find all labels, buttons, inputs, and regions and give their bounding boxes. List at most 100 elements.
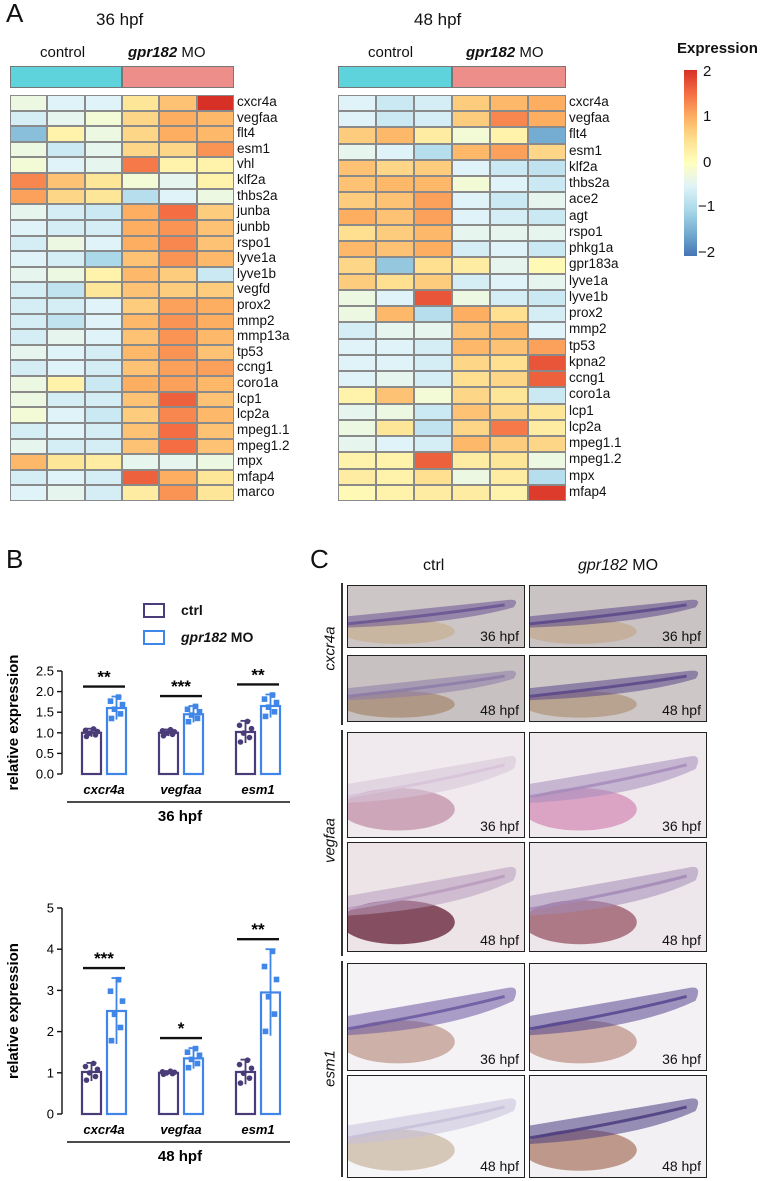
heatmap-cell xyxy=(414,387,452,404)
heatmap-cell xyxy=(376,419,414,437)
heatmap-cell xyxy=(376,257,414,274)
data-point xyxy=(83,1077,90,1083)
embryo-illustration xyxy=(530,599,699,644)
heatmap-cell xyxy=(47,407,85,423)
embryo-vessel xyxy=(530,674,687,698)
heatmap-cell xyxy=(528,143,566,160)
category-label: vegfaa xyxy=(160,782,201,797)
heatmap-cell xyxy=(159,298,197,314)
embryo-illustration xyxy=(348,866,517,945)
data-point xyxy=(115,976,122,983)
heatmap-cell xyxy=(122,235,160,252)
heatmap-cell xyxy=(47,204,85,220)
data-point xyxy=(192,1045,199,1052)
heatmap-cell xyxy=(10,313,48,330)
data-point xyxy=(196,1052,203,1059)
gene-label: junbb xyxy=(237,218,271,234)
heatmap-cell xyxy=(452,143,490,160)
heatmap-cell xyxy=(376,484,414,501)
heatmap-cell xyxy=(338,257,376,274)
heatmap-cell xyxy=(376,371,414,388)
gene-label: lyve1a xyxy=(237,250,277,266)
embryo-vessel xyxy=(348,603,505,626)
heatmap-cell xyxy=(84,391,122,408)
heatmap-cell xyxy=(338,176,376,193)
heatmap-cell xyxy=(196,219,234,236)
heatmap-cell xyxy=(196,110,234,127)
heatmap-cell xyxy=(159,188,197,205)
data-point xyxy=(273,976,280,983)
heatmap-cell xyxy=(84,344,122,361)
scale-tick: 0 xyxy=(703,154,712,171)
heatmap-cell xyxy=(490,468,528,485)
panel-b-letter: B xyxy=(6,544,24,574)
heatmap-cell xyxy=(122,204,160,220)
stage-label: 48 hpf xyxy=(662,932,701,948)
gene-row-label-cxcr4a: cxcr4a xyxy=(321,626,339,671)
data-point xyxy=(117,1024,124,1031)
chart-title: 36 hpf xyxy=(158,808,203,825)
heatmap-title: 48 hpf xyxy=(414,10,462,29)
significance-label: ** xyxy=(251,665,265,684)
heatmap-cell xyxy=(452,338,490,355)
heatmap-cell xyxy=(159,438,197,455)
heatmap-cell xyxy=(196,329,234,345)
gene-label: mmp2 xyxy=(237,312,275,328)
heatmap-cell xyxy=(122,376,160,392)
heatmap-cell xyxy=(528,257,566,274)
heatmap-cell xyxy=(122,95,160,111)
heatmap-cell xyxy=(452,95,490,112)
group-bar-mo xyxy=(452,66,566,88)
heatmap-cell xyxy=(10,329,48,345)
significance-label: ** xyxy=(251,920,265,939)
heatmap-cell xyxy=(10,266,48,283)
heatmap-cell xyxy=(338,289,376,307)
stage-label: 48 hpf xyxy=(480,932,519,948)
heatmap-cell xyxy=(10,110,48,127)
data-point xyxy=(248,1065,255,1072)
heatmap-cell xyxy=(528,419,566,437)
heatmap-cell xyxy=(10,235,48,252)
embryo-vessel xyxy=(348,1105,505,1140)
heatmap-grid xyxy=(10,95,234,501)
data-point xyxy=(246,1075,253,1081)
heatmap-cell xyxy=(159,266,197,283)
heatmap-cell xyxy=(10,173,48,189)
heatmap-cell xyxy=(452,241,490,258)
heatmap-cell xyxy=(47,157,85,174)
data-point xyxy=(184,1049,191,1055)
heatmap-cell xyxy=(122,141,160,158)
gene-label: vhl xyxy=(237,156,255,172)
data-point xyxy=(185,1064,192,1071)
bar xyxy=(157,1071,180,1116)
heatmap-cell xyxy=(84,454,122,470)
heatmap-cell xyxy=(10,188,48,205)
heatmap-cell xyxy=(376,224,414,242)
stage-label: 36 hpf xyxy=(480,1051,519,1067)
heatmap-cell xyxy=(414,127,452,144)
heatmap-cell xyxy=(10,219,48,236)
gene-label: coro1a xyxy=(237,375,279,391)
heatmap-cell xyxy=(452,208,490,225)
gene-label: lcp2a xyxy=(569,418,602,434)
heatmap-cell xyxy=(84,141,122,158)
heatmap-cell xyxy=(84,282,122,298)
heatmap-cell xyxy=(196,454,234,470)
heatmap-cell xyxy=(47,376,85,392)
heatmap-cell xyxy=(159,391,197,408)
embryo-vessel xyxy=(348,874,506,911)
heatmap-cell xyxy=(47,344,85,361)
heatmap-cell xyxy=(414,338,452,355)
embryo-trunk xyxy=(530,866,699,916)
heatmap-cell xyxy=(338,436,376,453)
heatmap-cell xyxy=(414,452,452,469)
heatmap-cell xyxy=(414,403,452,420)
heatmap-cell xyxy=(10,454,48,470)
heatmap-cell xyxy=(414,111,452,128)
heatmap-cell xyxy=(159,235,197,252)
category-label: vegfaa xyxy=(160,1122,201,1137)
heatmap-cell xyxy=(196,485,234,501)
heatmap-cell xyxy=(196,141,234,158)
heatmap-cell xyxy=(490,322,528,339)
column-header-ctrl: ctrl xyxy=(423,557,445,574)
